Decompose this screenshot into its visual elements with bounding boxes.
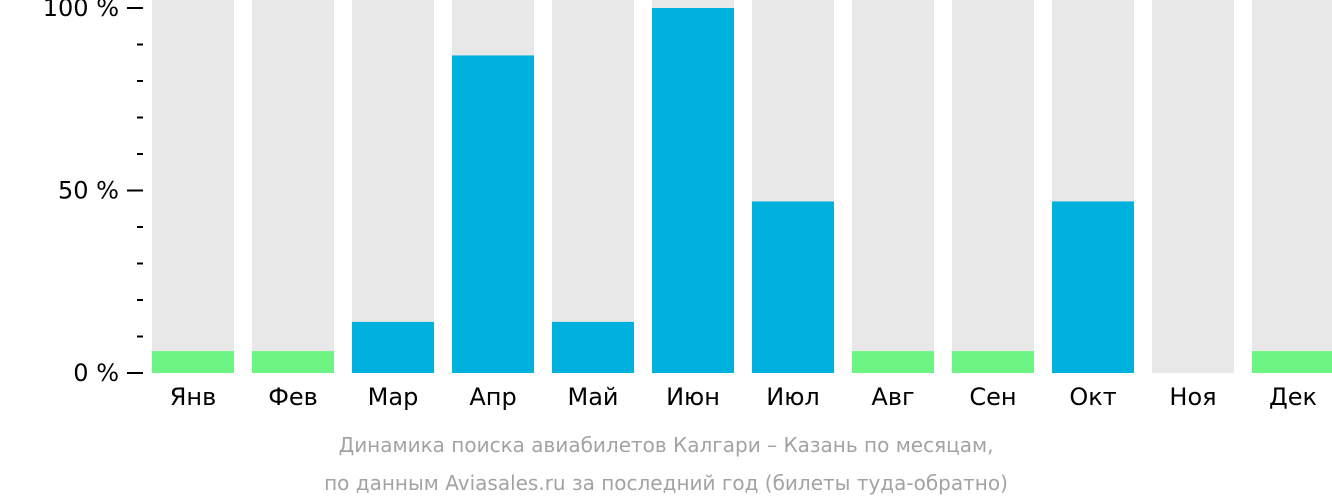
y-tick-label-100: 100 % [43, 0, 119, 22]
bar-Апр [452, 55, 534, 373]
x-tick-label-Ноя: Ноя [1169, 383, 1216, 411]
x-tick-label-Сен: Сен [969, 383, 1016, 411]
caption-line-2: по данным Aviasales.ru за последний год … [324, 471, 1008, 495]
background-bar-Сен [952, 0, 1034, 373]
bar-Дек [1252, 351, 1332, 373]
chart-caption: Динамика поиска авиабилетов Калгари – Ка… [0, 426, 1332, 502]
bar-Май [552, 321, 634, 373]
value-bars [152, 8, 1332, 373]
x-tick-label-Мар: Мар [368, 383, 419, 411]
background-bar-Мар [352, 0, 434, 373]
bar-Июн [652, 8, 734, 373]
bar-Сен [952, 351, 1034, 373]
bar-Авг [852, 351, 934, 373]
bar-chart: 0 % 50 % 100 % Янв Фев Мар Апр Май Июн Июл Авг Сен О… [43, 0, 1332, 411]
x-tick-label-Апр: Апр [469, 383, 516, 411]
bar-Янв [152, 351, 234, 373]
background-bar-Ноя [1152, 0, 1234, 373]
caption-line-1: Динамика поиска авиабилетов Калгари – Ка… [338, 433, 994, 457]
bar-Окт [1052, 201, 1134, 373]
y-tick-label-0: 0 % [73, 359, 119, 387]
y-tick-label-50: 50 % [58, 177, 119, 205]
background-bars [152, 0, 1332, 373]
background-bar-Авг [852, 0, 934, 373]
x-tick-label-Май: Май [567, 383, 618, 411]
x-tick-label-Июн: Июн [666, 383, 720, 411]
background-bar-Янв [152, 0, 234, 373]
background-bar-Фев [252, 0, 334, 373]
y-axis: 0 % 50 % 100 % [43, 0, 143, 387]
bar-Мар [352, 321, 434, 373]
background-bar-Май [552, 0, 634, 373]
x-tick-label-Фев: Фев [268, 383, 318, 411]
x-tick-label-Дек: Дек [1269, 383, 1317, 411]
x-tick-label-Авг: Авг [871, 383, 914, 411]
background-bar-Дек [1252, 0, 1332, 373]
x-tick-label-Июл: Июл [766, 383, 820, 411]
x-axis-labels: Янв Фев Мар Апр Май Июн Июл Авг Сен Окт Ноя Дек [170, 383, 1317, 411]
x-tick-label-Окт: Окт [1069, 383, 1116, 411]
bar-Июл [752, 201, 834, 373]
x-tick-label-Янв: Янв [170, 383, 217, 411]
bar-Фев [252, 351, 334, 373]
